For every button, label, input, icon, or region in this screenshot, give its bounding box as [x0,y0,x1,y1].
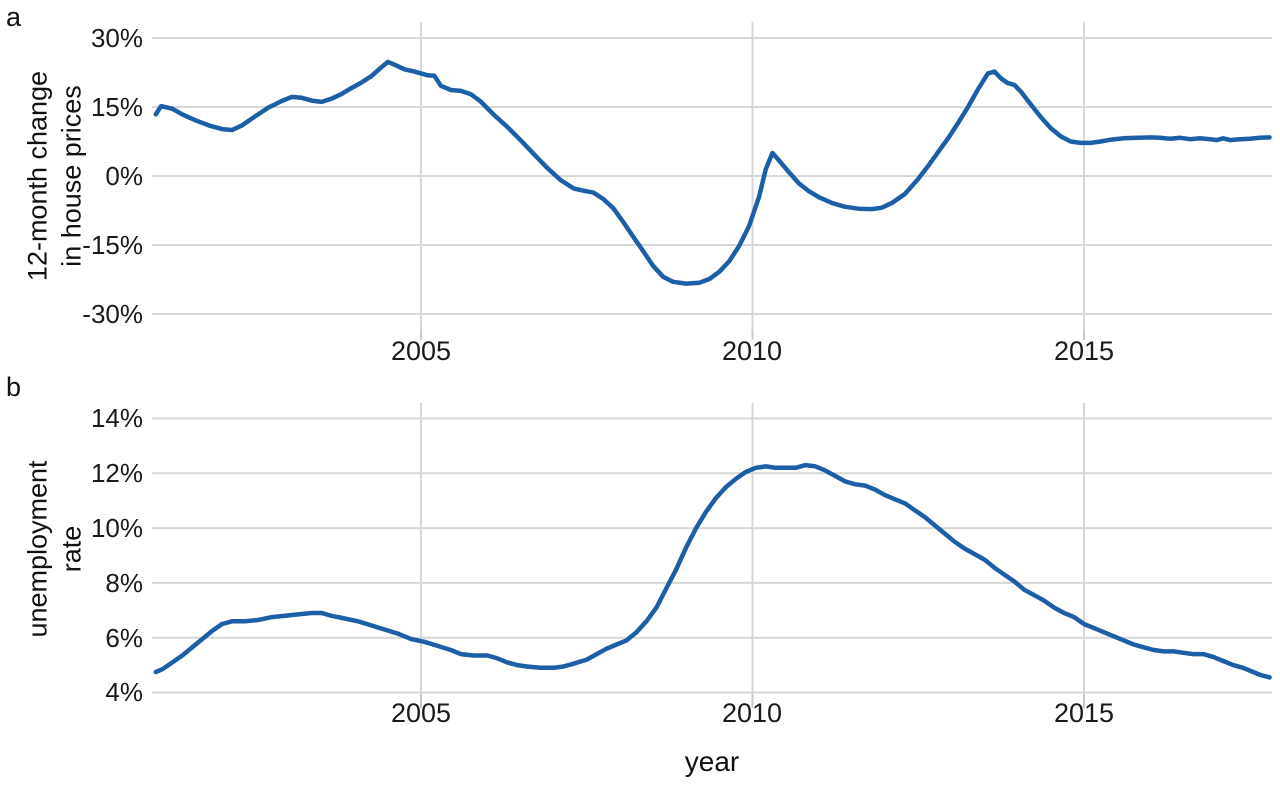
panel-label-a: a [6,2,22,32]
y-tick-label: 12% [90,458,143,488]
x-axis-title: year [684,746,740,777]
y-tick-label: 14% [90,403,143,433]
x-tick-label: 2015 [1053,698,1115,728]
data-line-house-price-change [153,59,1272,286]
y-tick-label: 30% [90,23,143,53]
y-tick-label: 8% [105,568,143,598]
x-tick-label: 2005 [390,336,452,366]
y-tick-label: 15% [90,92,143,122]
y-tick-label: -30% [82,299,143,329]
x-tick-label: 2015 [1053,336,1115,366]
x-tick-label: 2010 [721,336,783,366]
y-tick-label: 0% [105,161,143,191]
y-tick-label: 6% [105,623,143,653]
x-tick-label: 2010 [721,698,783,728]
y-tick-label: -15% [82,230,143,260]
y-tick-label: 4% [105,677,143,707]
panel-label-b: b [6,372,22,402]
x-tick-label: 2005 [390,698,452,728]
y-tick-label: 10% [90,513,143,543]
data-line-unemployment-rate [153,462,1272,680]
